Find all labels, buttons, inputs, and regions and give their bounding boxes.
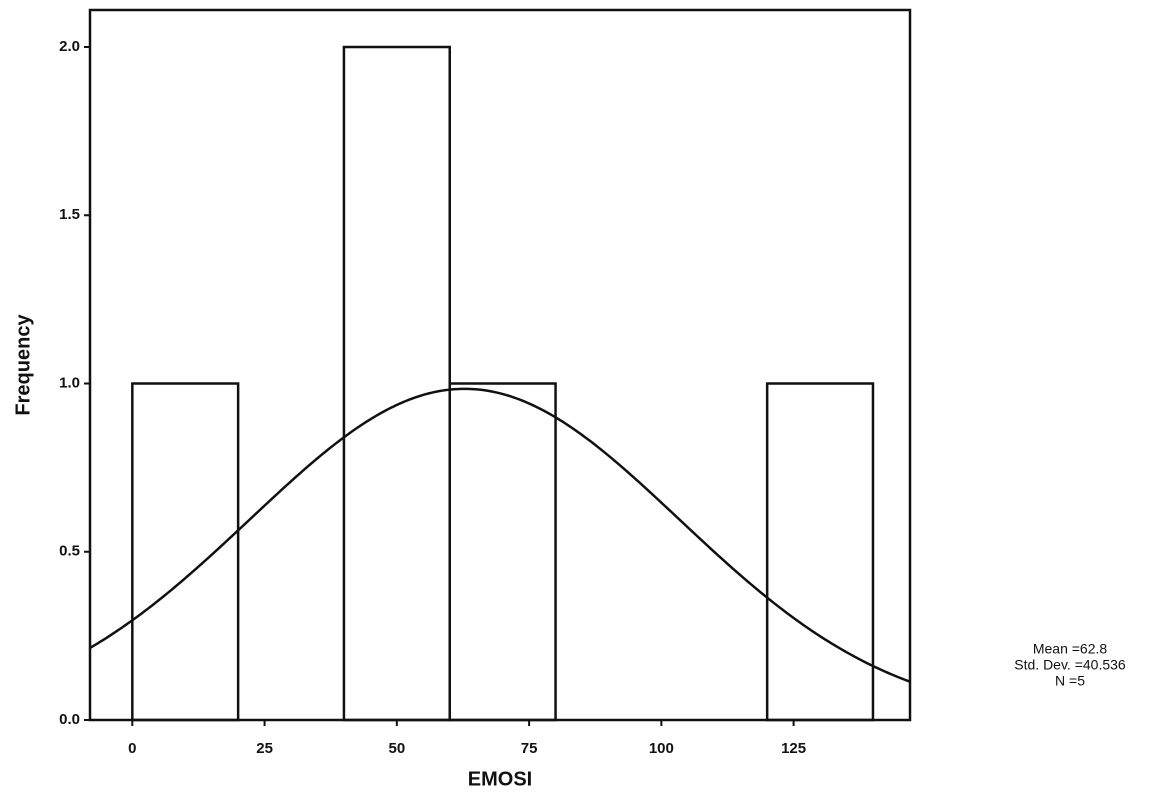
stat-label: Std. Dev. =40.536 bbox=[1014, 657, 1126, 673]
y-tick-label: 0.0 bbox=[59, 711, 80, 728]
bar bbox=[342, 45, 451, 722]
x-tick-label: 25 bbox=[256, 740, 273, 757]
y-tick-label: 1.5 bbox=[59, 206, 80, 223]
bar bbox=[131, 382, 240, 722]
y-tick-label: 1.0 bbox=[59, 374, 80, 391]
y-tick-label: 0.5 bbox=[59, 543, 80, 560]
stat-label: N =5 bbox=[1055, 673, 1085, 689]
bar bbox=[765, 382, 875, 722]
x-tick-label: 125 bbox=[781, 740, 806, 757]
plot-frame bbox=[88, 8, 912, 722]
bar bbox=[448, 382, 557, 722]
x-tick-label: 0 bbox=[128, 740, 136, 757]
normal-curve bbox=[89, 387, 911, 683]
x-tick-label: 100 bbox=[649, 740, 674, 757]
y-axis-label: Frequency bbox=[12, 314, 34, 416]
x-axis-label: EMOSI bbox=[468, 768, 532, 790]
y-tick-label: 2.0 bbox=[59, 38, 80, 55]
stat-label: Mean =62.8 bbox=[1033, 641, 1108, 657]
x-tick-label: 75 bbox=[521, 740, 538, 757]
x-tick-label: 50 bbox=[388, 740, 405, 757]
